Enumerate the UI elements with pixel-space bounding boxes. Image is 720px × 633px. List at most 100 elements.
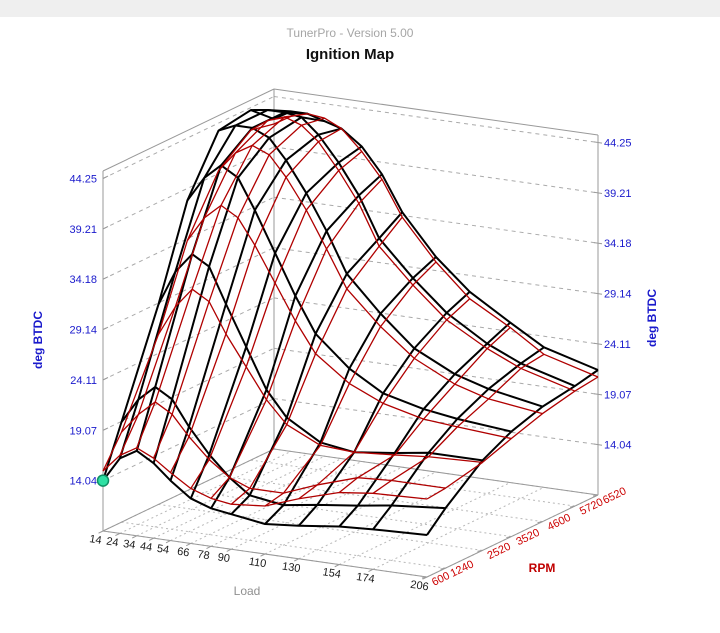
- floor-grid-line-load: [190, 461, 362, 544]
- rpm-tick-label: 600: [430, 570, 452, 589]
- left-z-tick: [102, 326, 109, 331]
- back-wall-gridline: [273, 96, 599, 143]
- load-tick-label: 110: [248, 556, 267, 571]
- z-tick-label-right: 19.07: [604, 389, 632, 401]
- floor-grid-line-load: [136, 453, 308, 537]
- load-tick-label: 154: [322, 566, 342, 581]
- load-tick-label: 130: [281, 560, 301, 575]
- wireframe-row-compare-map: [273, 113, 599, 378]
- wireframe-col-primary-map: [102, 109, 275, 481]
- surfaces: [102, 108, 599, 536]
- wireframe-col-primary-map: [152, 116, 325, 464]
- left-z-tick: [102, 175, 109, 179]
- wireframe-col-primary-map: [426, 369, 599, 536]
- selected-cell-marker[interactable]: [96, 474, 110, 487]
- z-tick-label-left: 19.07: [69, 425, 97, 437]
- wireframe-col-primary-map: [264, 256, 437, 525]
- wall-grid: [102, 96, 599, 482]
- rpm-tick-label: 3520: [514, 527, 541, 549]
- wireframe-col-compare-map: [372, 353, 545, 494]
- rpm-tick: [569, 505, 575, 508]
- wireframe-col-compare-map: [119, 115, 291, 456]
- wireframe-col-primary-map: [230, 211, 403, 515]
- axis-frame: [98, 88, 603, 580]
- floor-grid-line-load: [119, 450, 292, 534]
- floor-grid-line-load: [153, 455, 325, 539]
- right-z-tick: [593, 292, 603, 295]
- top-left-edge: [102, 88, 275, 172]
- left-z-tick: [102, 226, 109, 230]
- surface-compare-map: [102, 113, 599, 507]
- wireframe-col-primary-map: [135, 111, 308, 452]
- rpm-tick-label: 2520: [486, 541, 513, 563]
- z-tick-label-left: 39.21: [69, 224, 97, 236]
- chart-title: Ignition Map: [305, 46, 395, 63]
- floor-grid-line-load: [170, 458, 342, 542]
- wireframe-row-compare-map: [157, 288, 483, 464]
- load-tick-label: 54: [156, 543, 170, 557]
- back-wall-gridline: [273, 347, 599, 395]
- load-tick: [368, 568, 374, 572]
- z-tick-label-right: 24.11: [604, 339, 631, 351]
- wireframe-col-compare-map: [338, 327, 511, 494]
- wireframe-col-primary-map: [372, 346, 545, 530]
- z-tick-label-left: 14.04: [69, 476, 97, 488]
- wireframe-col-compare-map: [298, 298, 471, 500]
- wireframe-col-primary-map: [189, 145, 363, 499]
- load-tick-label: 34: [122, 538, 136, 552]
- floor-grid-line-load: [339, 482, 511, 565]
- left-wall-gridline: [102, 96, 275, 179]
- back-wall-gridline: [273, 196, 599, 244]
- load-tick-label: 44: [139, 540, 153, 554]
- wireframe-row-compare-map: [186, 204, 512, 440]
- rpm-tick: [592, 494, 599, 497]
- z-axis-label-right: deg BTDC: [645, 289, 659, 347]
- rpm-tick-label: 4600: [546, 512, 573, 534]
- back-wall-gridline: [273, 297, 599, 345]
- left-z-tick: [102, 276, 109, 280]
- right-z-tick: [593, 342, 603, 345]
- z-tick-label-left: 29.14: [69, 325, 97, 337]
- floor-grid-line-load: [264, 471, 437, 555]
- load-tick: [294, 558, 299, 562]
- wireframe-col-primary-map: [210, 173, 383, 509]
- floor-grid-line-load: [231, 466, 403, 550]
- surface-primary-map: [102, 108, 599, 536]
- z-tick-label-right: 29.14: [604, 289, 632, 301]
- wireframe-col-compare-map: [426, 376, 599, 500]
- app-version-title: TunerPro - Version 5.00: [286, 26, 414, 40]
- wireframe-col-compare-map: [169, 128, 342, 473]
- load-tick: [226, 548, 232, 552]
- load-tick-label: 78: [196, 548, 210, 562]
- floor-grid-line-rpm: [218, 475, 543, 523]
- z-tick-label-right: 39.21: [604, 188, 632, 200]
- z-tick-label-right: 34.18: [604, 238, 632, 250]
- load-tick-label: 206: [409, 579, 429, 594]
- right-z-tick: [593, 242, 603, 245]
- rpm-tick: [477, 549, 483, 552]
- floor-back-left-edge: [102, 448, 275, 532]
- wireframe-row-primary-map: [218, 124, 543, 408]
- load-tick-label: 24: [105, 536, 119, 550]
- right-z-tick: [593, 141, 603, 144]
- wireframe-col-compare-map: [264, 261, 437, 507]
- load-tick-label: 14: [88, 533, 102, 547]
- rpm-axis-label: RPM: [528, 561, 556, 575]
- z-tick-label-right: 44.25: [604, 138, 632, 150]
- right-z-tick: [593, 393, 603, 396]
- z-tick-label-right: 14.04: [604, 440, 632, 452]
- wireframe-col-primary-map: [338, 321, 511, 528]
- left-z-tick: [102, 377, 109, 381]
- wireframe-col-compare-map: [136, 113, 308, 449]
- rpm-tick-label: 6520: [601, 485, 628, 507]
- z-tick-label-left: 24.11: [70, 375, 97, 387]
- load-axis-label: Load: [233, 584, 261, 598]
- back-wall-gridline: [273, 247, 599, 295]
- right-z-tick: [593, 191, 603, 194]
- load-tick-label: 90: [217, 551, 231, 565]
- rpm-tick: [440, 567, 446, 570]
- wireframe-col-compare-map: [102, 123, 275, 472]
- floor-back-right-edge: [273, 448, 599, 496]
